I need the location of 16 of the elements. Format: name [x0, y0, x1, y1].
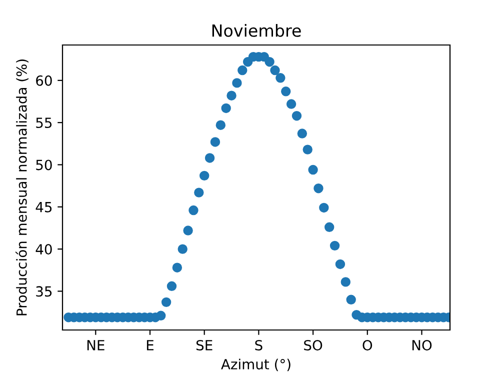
x-axis-title: Azimut (°)	[221, 358, 290, 372]
x-tick-label: SO	[304, 340, 322, 350]
y-tick-label: 60	[36, 75, 52, 86]
x-tick-label: E	[146, 340, 154, 350]
y-axis-title: Producción mensual normalizada (%)	[16, 60, 28, 316]
y-tick-label: 55	[36, 118, 52, 128]
y-tick-label: 50	[36, 160, 52, 170]
chart-title: Noviembre	[212, 24, 301, 37]
x-tick-label: NO	[412, 340, 432, 350]
y-tick-label: 45	[36, 202, 52, 212]
x-tick-label: SE	[196, 340, 212, 350]
y-tick-label: 40	[36, 244, 52, 255]
x-tick-label: O	[362, 340, 372, 350]
x-tick-label: S	[255, 340, 262, 350]
x-tick-label: NE	[87, 340, 104, 350]
y-tick-label: 35	[36, 286, 52, 297]
